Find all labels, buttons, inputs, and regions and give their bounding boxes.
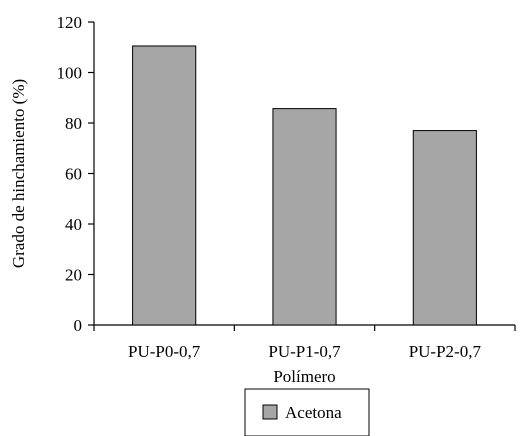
x-tick-label: PU-P1-0,7 — [268, 342, 341, 361]
x-axis — [93, 324, 516, 331]
y-tick-label: 60 — [65, 165, 82, 184]
y-tick-label: 20 — [65, 266, 82, 285]
x-ticks — [93, 325, 516, 331]
y-ticks: 0 20 40 60 80 100 120 — [57, 13, 94, 335]
y-tick-label: 40 — [65, 215, 82, 234]
y-tick-label: 120 — [57, 13, 83, 32]
bar-pu-p0-0-7 — [132, 45, 197, 326]
x-tick-labels: PU-P0-0,7 PU-P1-0,7 PU-P2-0,7 — [128, 342, 481, 361]
y-tick-label: 80 — [65, 114, 82, 133]
y-tick-label: 100 — [57, 64, 83, 83]
y-tick-label: 0 — [74, 316, 83, 335]
x-tick-label: PU-P0-0,7 — [128, 342, 201, 361]
bar-pu-p1-0-7 — [272, 108, 337, 326]
y-axis-title: Grado de hinchamiento (%) — [9, 79, 28, 268]
legend-swatch-acetona — [262, 404, 278, 420]
y-axis: 0 20 40 60 80 100 120 — [57, 13, 95, 335]
x-tick-label: PU-P2-0,7 — [409, 342, 482, 361]
x-axis-title: Polímero — [273, 367, 335, 386]
bar-pu-p2-0-7 — [412, 130, 477, 326]
legend: Acetona — [244, 388, 370, 436]
bars — [132, 45, 477, 326]
legend-label-acetona: Acetona — [285, 403, 342, 422]
